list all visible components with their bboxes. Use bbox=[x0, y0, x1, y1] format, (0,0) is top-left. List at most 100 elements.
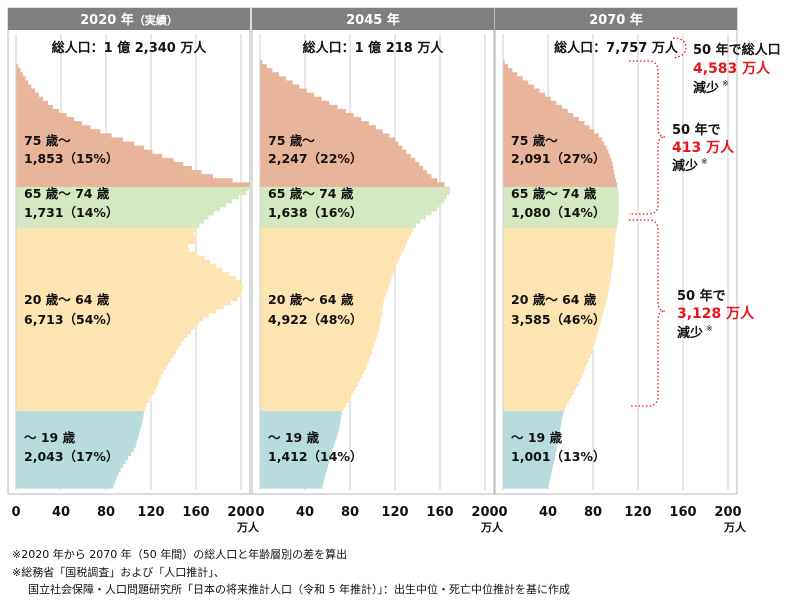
age-bar bbox=[260, 345, 374, 351]
age-bar bbox=[260, 190, 450, 196]
age-bar bbox=[503, 108, 568, 114]
age-bar bbox=[503, 414, 563, 420]
age-bar bbox=[503, 475, 551, 481]
annotation-65-74-value: 413 万人 bbox=[672, 139, 735, 156]
age-bar bbox=[16, 284, 243, 289]
age-bar bbox=[503, 178, 617, 183]
age-bar bbox=[16, 121, 83, 126]
age-bar bbox=[503, 406, 565, 412]
age-bar bbox=[503, 259, 613, 265]
age-bar bbox=[260, 377, 360, 383]
age-bar bbox=[16, 170, 202, 175]
age-bar bbox=[503, 214, 619, 220]
age-bar bbox=[16, 255, 205, 261]
age-bar bbox=[503, 129, 595, 134]
age-bar bbox=[16, 447, 134, 452]
age-bar bbox=[503, 198, 619, 204]
x-tick-label: 200 bbox=[714, 505, 741, 520]
age-bar bbox=[260, 100, 330, 106]
age-bar bbox=[16, 365, 166, 371]
age-bar bbox=[503, 64, 509, 69]
group-name: 75 歳～ bbox=[511, 133, 558, 148]
age-bar bbox=[503, 190, 619, 196]
age-bar bbox=[16, 435, 139, 440]
age-bar bbox=[260, 463, 329, 469]
age-bar bbox=[16, 304, 224, 310]
age-bar bbox=[260, 60, 263, 65]
age-bar bbox=[16, 92, 39, 98]
age-bar bbox=[260, 267, 395, 273]
age-bar bbox=[503, 141, 605, 147]
age-bar bbox=[16, 178, 233, 183]
age-bar bbox=[16, 214, 209, 220]
age-bar bbox=[503, 88, 540, 94]
age-bar bbox=[16, 483, 114, 489]
age-bar bbox=[503, 430, 560, 436]
age-bar bbox=[260, 365, 366, 371]
age-bar bbox=[503, 439, 559, 444]
age-bar bbox=[260, 178, 438, 183]
age-bar bbox=[260, 479, 324, 485]
age-bar bbox=[503, 373, 583, 379]
age-bar bbox=[503, 125, 590, 130]
age-bar bbox=[503, 459, 554, 465]
age-bar bbox=[16, 210, 214, 216]
age-bar bbox=[260, 149, 407, 155]
age-bar bbox=[16, 349, 176, 355]
age-bar bbox=[260, 76, 286, 81]
age-bar bbox=[260, 430, 339, 436]
age-bar bbox=[503, 186, 618, 192]
annotation-20-64-line1: 50 年で bbox=[677, 288, 726, 304]
age-bar bbox=[16, 418, 143, 424]
group-name: ～ 19 歳 bbox=[24, 430, 76, 445]
age-bar bbox=[503, 170, 614, 175]
age-bar bbox=[260, 227, 414, 232]
age-bar bbox=[260, 133, 390, 139]
age-bar bbox=[503, 324, 600, 330]
age-bar bbox=[503, 117, 579, 122]
footnotes: ※2020 年から 2070 年（50 年間）の総人口と年齢層別の差を算出 ※総… bbox=[12, 546, 792, 599]
age-bar bbox=[503, 341, 595, 346]
age-bar bbox=[260, 329, 379, 334]
age-bar bbox=[260, 475, 325, 481]
age-bar bbox=[260, 141, 399, 147]
age-bar bbox=[16, 390, 155, 395]
footnote-2: ※総務省「国税調査」および「人口推計」、 bbox=[12, 565, 225, 579]
age-bar bbox=[260, 92, 314, 98]
age-bar bbox=[503, 153, 610, 159]
age-bar bbox=[260, 357, 369, 363]
age-bar bbox=[503, 435, 559, 440]
age-bar bbox=[16, 422, 142, 428]
age-bar bbox=[260, 161, 420, 167]
group-value: 6,713（54%） bbox=[24, 312, 118, 327]
age-bar bbox=[16, 288, 243, 293]
age-bar bbox=[260, 194, 448, 200]
age-bar bbox=[16, 296, 238, 302]
age-bar bbox=[16, 312, 209, 318]
age-bar bbox=[503, 239, 616, 245]
age-bar bbox=[16, 271, 230, 277]
panel-title-year: 2045 年 bbox=[346, 12, 400, 28]
age-bar bbox=[260, 255, 400, 261]
age-bar bbox=[503, 137, 602, 143]
group-name: 65 歳～ 74 歳 bbox=[24, 186, 110, 201]
age-bar bbox=[260, 320, 381, 326]
age-bar bbox=[260, 170, 427, 175]
age-bar bbox=[503, 76, 523, 81]
band-75+ bbox=[503, 60, 618, 187]
group-value: 1,412（14%） bbox=[268, 449, 362, 464]
age-bar bbox=[16, 141, 135, 147]
age-bar bbox=[503, 292, 608, 298]
panel-title-bar bbox=[495, 8, 737, 30]
age-bar bbox=[260, 406, 344, 412]
age-bar bbox=[260, 451, 332, 456]
age-bar bbox=[16, 398, 149, 403]
panel-title-year: 2070 年 bbox=[589, 12, 643, 28]
group-name: 20 歳～ 64 歳 bbox=[24, 292, 110, 307]
age-bar bbox=[503, 121, 585, 126]
age-bar bbox=[503, 357, 589, 363]
age-bar bbox=[260, 447, 333, 452]
age-bar bbox=[260, 337, 377, 342]
age-bar bbox=[503, 369, 584, 375]
age-bar bbox=[16, 394, 152, 399]
